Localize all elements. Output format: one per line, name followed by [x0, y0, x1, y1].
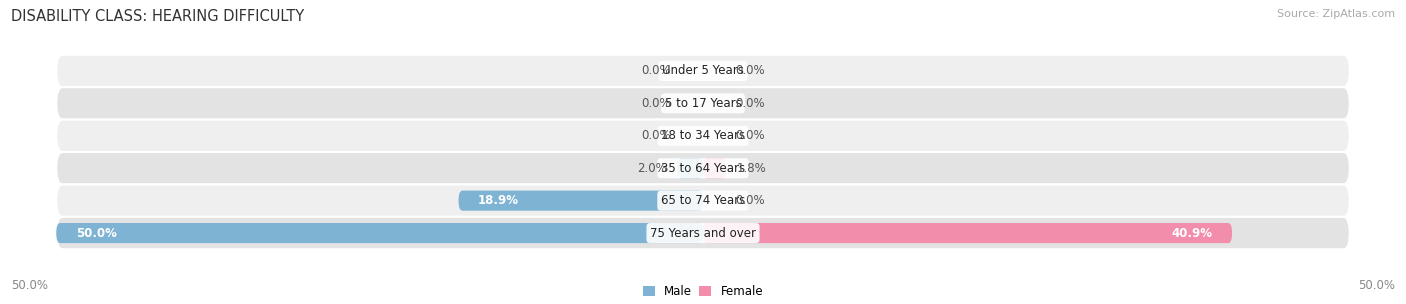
- FancyBboxPatch shape: [56, 152, 1350, 185]
- FancyBboxPatch shape: [56, 87, 1350, 119]
- Text: 65 to 74 Years: 65 to 74 Years: [661, 194, 745, 207]
- Legend: Male, Female: Male, Female: [643, 285, 763, 298]
- FancyBboxPatch shape: [703, 223, 1232, 243]
- FancyBboxPatch shape: [56, 55, 1350, 87]
- FancyBboxPatch shape: [56, 119, 1350, 152]
- FancyBboxPatch shape: [703, 158, 727, 178]
- Text: 2.0%: 2.0%: [637, 162, 666, 175]
- FancyBboxPatch shape: [678, 158, 703, 178]
- Text: 0.0%: 0.0%: [641, 64, 671, 78]
- Text: 50.0%: 50.0%: [1358, 279, 1395, 292]
- FancyBboxPatch shape: [56, 217, 1350, 249]
- Text: 75 Years and over: 75 Years and over: [650, 226, 756, 240]
- Text: 0.0%: 0.0%: [735, 64, 765, 78]
- Text: 35 to 64 Years: 35 to 64 Years: [661, 162, 745, 175]
- Text: 0.0%: 0.0%: [735, 129, 765, 142]
- Text: Under 5 Years: Under 5 Years: [662, 64, 744, 78]
- FancyBboxPatch shape: [56, 185, 1350, 217]
- Text: 0.0%: 0.0%: [641, 97, 671, 110]
- Text: 5 to 17 Years: 5 to 17 Years: [665, 97, 741, 110]
- Text: 0.0%: 0.0%: [735, 97, 765, 110]
- Text: Source: ZipAtlas.com: Source: ZipAtlas.com: [1277, 9, 1395, 19]
- Text: 50.0%: 50.0%: [11, 279, 48, 292]
- Text: DISABILITY CLASS: HEARING DIFFICULTY: DISABILITY CLASS: HEARING DIFFICULTY: [11, 9, 305, 24]
- Text: 40.9%: 40.9%: [1171, 226, 1212, 240]
- Text: 1.8%: 1.8%: [737, 162, 766, 175]
- Text: 18.9%: 18.9%: [478, 194, 519, 207]
- Text: 0.0%: 0.0%: [641, 129, 671, 142]
- Text: 18 to 34 Years: 18 to 34 Years: [661, 129, 745, 142]
- FancyBboxPatch shape: [56, 223, 703, 243]
- Text: 0.0%: 0.0%: [735, 194, 765, 207]
- FancyBboxPatch shape: [458, 191, 703, 211]
- Text: 50.0%: 50.0%: [76, 226, 117, 240]
